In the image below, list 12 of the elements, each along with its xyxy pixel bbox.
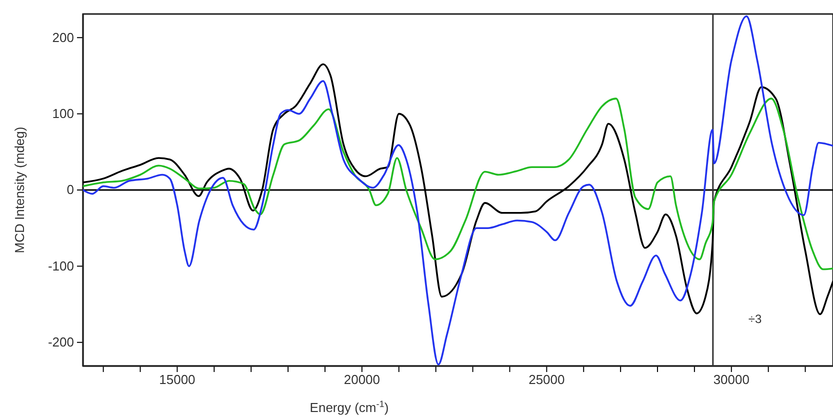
x-tick-label: 15000 [159,372,196,388]
y-axis-title: MCD Intensity (mdeg) [12,126,27,254]
annotation: ÷3 [748,312,762,326]
y-tick-label: 0 [66,182,74,198]
y-tick-label: 100 [52,106,74,121]
x-tick-label: 30000 [713,372,750,388]
y-tick-label: -100 [48,258,74,274]
y-tick-label: -200 [48,334,74,350]
x-tick-label: 20000 [344,372,380,388]
y-tick-label: 200 [52,30,74,45]
x-axis-title: Energy (cm$^{-1}$) [310,399,389,415]
x-tick-label: 25000 [528,372,565,388]
